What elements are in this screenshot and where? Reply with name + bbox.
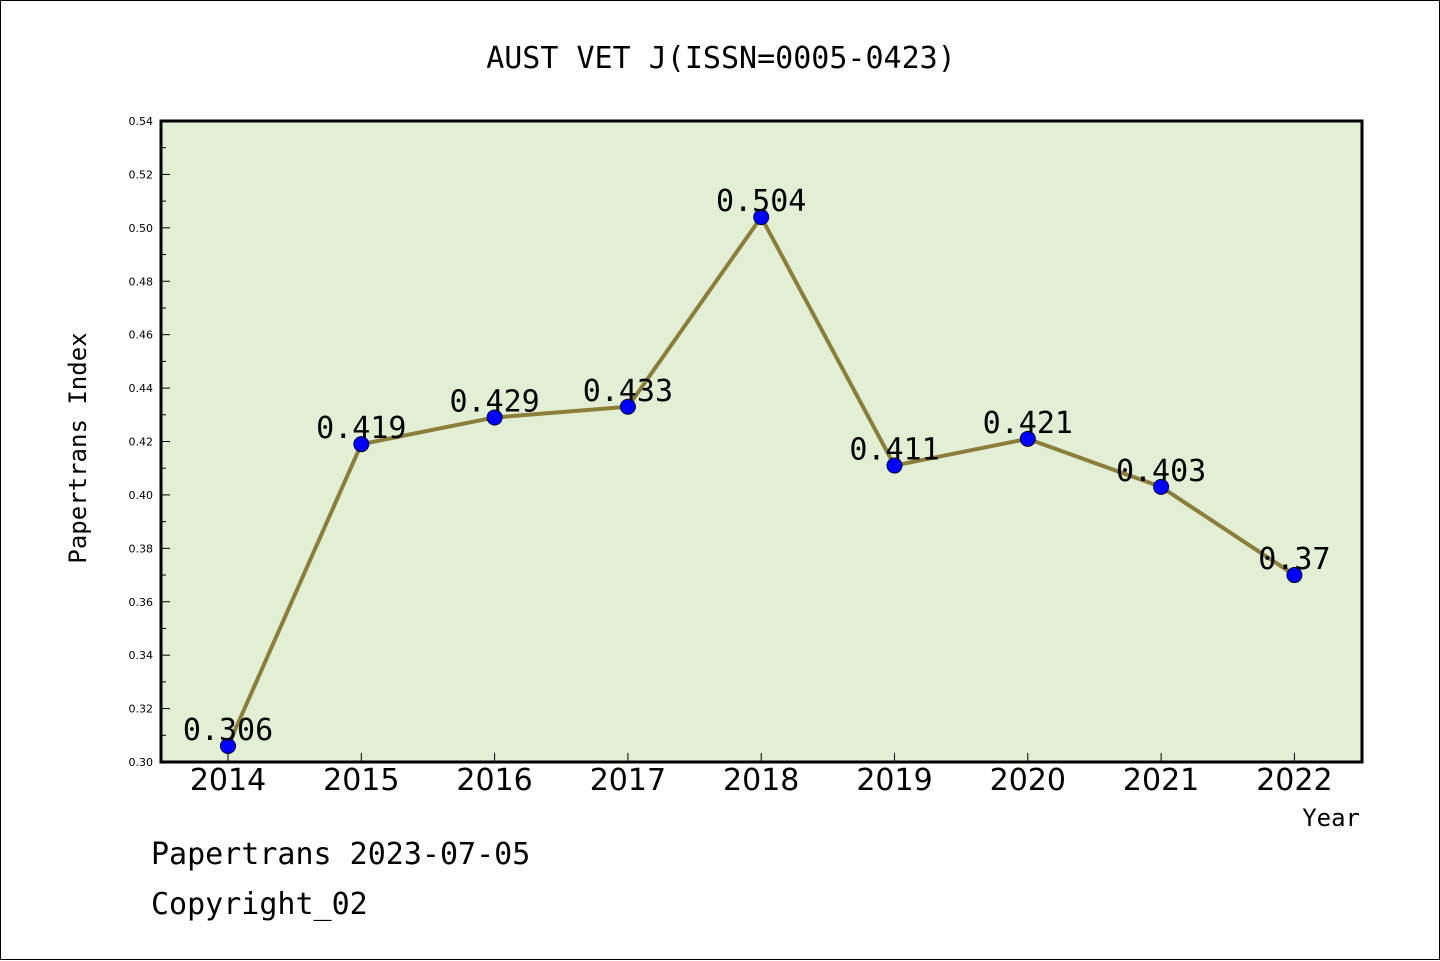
- y-tick-label: 0.32: [129, 703, 154, 716]
- x-tick-label: 2020: [990, 763, 1066, 798]
- y-axis-label: Papertrans Index: [64, 332, 92, 563]
- y-tick-label: 0.46: [129, 329, 154, 342]
- y-tick-label: 0.44: [129, 382, 154, 395]
- x-tick-label: 2014: [190, 763, 266, 798]
- y-tick-label: 0.40: [129, 489, 154, 502]
- data-point: [753, 209, 770, 226]
- footer-date: Papertrans 2023-07-05: [151, 837, 531, 872]
- x-tick-label: 2021: [1123, 763, 1199, 798]
- y-tick-label: 0.42: [129, 436, 154, 449]
- x-tick-label: 2015: [323, 763, 399, 798]
- data-series: 0.306 0.419 0.429 0.433 0.504 0.411 0.421 0.403…: [183, 184, 1331, 754]
- x-tick-label: 2018: [723, 763, 799, 798]
- x-axis: 2014 2015 2016 2017 2018 2019 2020 2021 2022: [190, 753, 1333, 798]
- data-label: 0.403: [1116, 454, 1206, 489]
- data-point: [886, 457, 903, 474]
- data-label: 0.37: [1258, 542, 1330, 577]
- data-point: [353, 436, 370, 453]
- data-label: 0.411: [849, 433, 939, 468]
- y-tick-label: 0.34: [129, 649, 154, 662]
- x-tick-label: 2019: [856, 763, 932, 798]
- y-tick-label: 0.38: [129, 542, 154, 555]
- x-tick-label: 2016: [456, 763, 532, 798]
- y-tick-label: 0.50: [129, 222, 154, 235]
- data-point: [486, 409, 503, 426]
- data-label: 0.429: [449, 384, 539, 419]
- data-point: [1286, 567, 1303, 584]
- data-label: 0.419: [316, 411, 406, 446]
- y-tick-label: 0.54: [129, 115, 154, 128]
- data-label: 0.306: [183, 713, 273, 748]
- chart-title: AUST VET J(ISSN=0005-0423): [486, 41, 956, 76]
- y-tick-label: 0.36: [129, 596, 154, 609]
- data-point: [619, 398, 636, 415]
- y-tick-label: 0.52: [129, 168, 154, 181]
- x-axis-label: Year: [1302, 804, 1360, 832]
- data-label: 0.433: [583, 374, 673, 409]
- y-tick-label: 0.30: [129, 756, 154, 769]
- data-point: [1019, 430, 1036, 447]
- data-point: [1153, 478, 1170, 495]
- data-label: 0.504: [716, 184, 806, 219]
- footer-copyright: Copyright_02: [151, 887, 368, 922]
- x-tick-label: 2022: [1256, 763, 1332, 798]
- y-axis: 0.30 0.32 0.34 0.36 0.38 0.40 0.42 0.44 0.46 0.48…: [129, 115, 170, 769]
- y-tick-label: 0.48: [129, 275, 154, 288]
- plot-border: [159, 119, 1364, 764]
- x-tick-label: 2017: [590, 763, 666, 798]
- data-label: 0.421: [983, 406, 1073, 441]
- data-point: [220, 737, 236, 754]
